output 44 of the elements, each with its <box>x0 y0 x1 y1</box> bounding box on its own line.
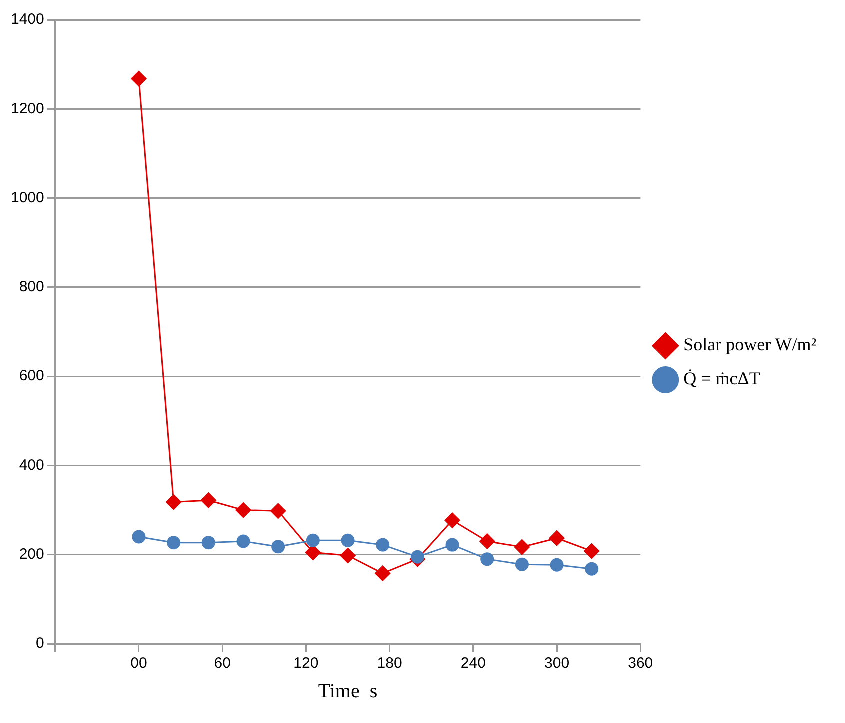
point <box>585 562 599 576</box>
x-tick-label: 240 <box>460 655 486 672</box>
x-tick-label: 120 <box>294 655 319 672</box>
point <box>550 558 564 572</box>
point <box>166 494 182 510</box>
y-tick-label: 1200 <box>10 100 44 118</box>
point <box>480 534 496 550</box>
point <box>375 566 391 582</box>
point <box>341 534 355 548</box>
point <box>236 502 252 518</box>
y-tick-label: 1400 <box>10 11 44 28</box>
point <box>444 512 460 528</box>
point <box>446 538 460 552</box>
point <box>270 503 286 519</box>
y-tick-label: 0 <box>36 635 44 652</box>
point <box>236 534 250 548</box>
legend-label: Solar power W/m² <box>684 334 817 355</box>
point <box>480 552 494 566</box>
point <box>584 544 600 560</box>
x-tick-label: 00 <box>130 655 148 672</box>
x-tick-label: 360 <box>628 655 654 672</box>
point <box>132 530 146 544</box>
point <box>200 492 216 508</box>
x-tick-label: 180 <box>377 655 402 672</box>
point <box>272 540 286 554</box>
point <box>514 540 530 556</box>
point <box>202 536 216 550</box>
point <box>131 71 147 87</box>
legend-label: Q̇ = ṁcΔT <box>684 368 760 389</box>
point <box>549 530 565 546</box>
x-axis-title: Time s <box>318 680 378 702</box>
x-tick-label: 60 <box>214 655 231 672</box>
point <box>515 558 529 572</box>
y-tick-label: 200 <box>19 546 44 563</box>
y-tick-label: 1000 <box>10 189 44 206</box>
y-tick-label: 600 <box>19 368 44 385</box>
point <box>410 550 424 564</box>
point <box>376 538 390 552</box>
point <box>167 536 181 550</box>
y-tick-label: 800 <box>19 278 44 296</box>
point <box>340 548 356 564</box>
x-tick-label: 300 <box>544 655 570 672</box>
y-tick-label: 400 <box>19 456 44 474</box>
point <box>306 534 320 548</box>
